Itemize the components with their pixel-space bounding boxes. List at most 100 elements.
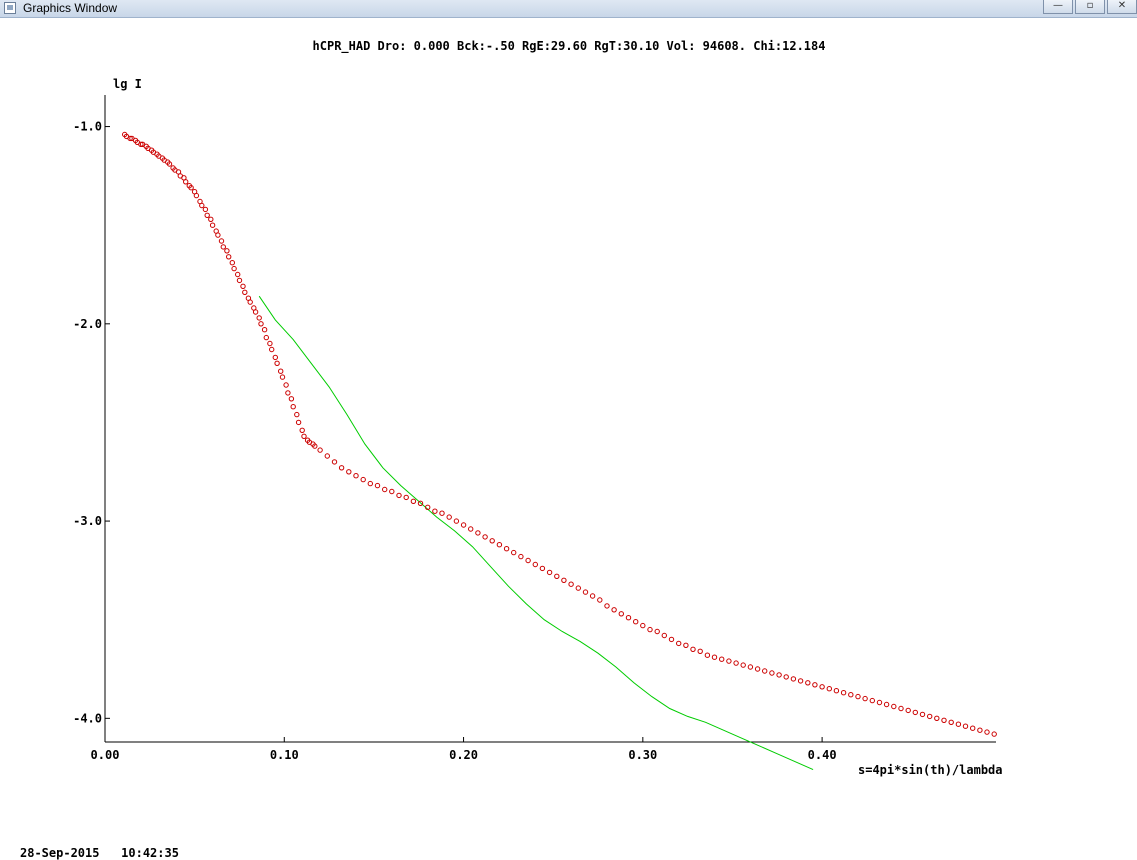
data-point [258,321,264,327]
data-point [220,244,227,250]
data-point [224,248,230,254]
data-point [697,648,703,654]
y-tick-label: -2.0 [73,317,102,331]
axis-ticks: 0.00 0.10 0.20 0.30 0.40 -1.0 -2.0 -3.0 -4.0 [73,120,836,762]
data-point [919,711,926,718]
data-point [338,465,345,471]
data-point [240,283,246,289]
data-point [425,504,431,510]
data-point [962,723,969,729]
data-point [812,682,818,688]
data-point [625,615,632,621]
data-point [783,674,789,680]
maximize-button[interactable]: ▫ [1075,0,1105,14]
data-point [267,340,273,347]
minimize-button[interactable]: — [1043,0,1073,14]
y-axis-label: lg I [113,77,142,91]
data-point [661,632,667,639]
data-point [618,611,624,617]
data-point [726,658,732,664]
data-point [188,185,194,191]
data-point [503,546,510,552]
y-tick-label: -4.0 [73,711,102,725]
data-point [546,569,553,576]
data-point [797,678,804,684]
x-tick-label: 0.10 [270,748,299,762]
data-point [317,447,323,453]
data-point [941,717,947,723]
data-point [840,690,847,696]
data-point [855,693,861,700]
data-point [138,141,144,148]
data-point [360,476,366,483]
data-point [301,433,307,439]
data-point [215,232,221,238]
timestamp: 28-Sep-2015 10:42:35 [20,846,179,860]
data-point [199,202,205,209]
data-point [283,382,289,388]
x-tick-label: 0.00 [91,748,120,762]
data-point [236,277,243,284]
data-point [511,549,517,556]
data-point [324,453,330,459]
data-point [288,396,295,402]
data-point [647,626,653,633]
data-point [183,179,189,185]
data-point [582,589,589,595]
data-point [848,692,854,698]
x-tick-label: 0.40 [808,748,837,762]
chart-title: hCPR_HAD Dro: 0.000 Bck:-.50 RgE:29.60 R… [313,39,826,54]
data-point [231,265,237,272]
data-point [568,581,574,587]
data-point [862,695,868,702]
data-point [226,254,232,260]
app-window-icon [4,2,16,14]
data-point [805,680,811,686]
data-point [432,508,438,514]
x-tick-label: 0.20 [449,748,478,762]
data-point [762,668,768,674]
y-tick-label: -3.0 [73,514,102,528]
data-point [166,161,173,167]
data-point [261,327,268,333]
data-point [668,636,675,643]
data-point [589,593,596,599]
data-point [977,727,983,733]
data-point [382,486,388,493]
data-point [833,688,840,694]
data-point [984,729,990,735]
data-point [554,573,560,579]
window-titlebar[interactable]: Graphics Window — ▫ ✕ [0,0,1137,18]
data-point [127,135,133,142]
data-point [389,488,395,495]
data-point [331,459,338,465]
data-point [439,510,445,516]
data-point [482,534,488,540]
data-point [776,672,782,678]
data-point [826,686,832,692]
data-point [991,731,997,737]
window-title: Graphics Window [23,1,118,15]
data-point [704,652,711,658]
y-tick-label: -1.0 [73,120,102,134]
data-point [604,603,610,609]
data-point [256,315,262,321]
data-point [269,346,275,353]
close-button[interactable]: ✕ [1107,0,1137,14]
data-point [460,522,467,528]
data-point [295,419,302,426]
experimental-data-layer [122,131,997,737]
x-axis-label: s=4pi*sin(th)/lambda [858,763,1003,777]
data-point [518,553,524,560]
data-point [754,666,761,672]
data-point [290,404,296,410]
data-point [229,260,236,266]
data-point [733,660,739,666]
data-point [927,713,933,720]
data-point [285,390,291,396]
data-point [468,526,474,532]
data-point [208,216,214,223]
data-point [561,577,567,583]
data-point [891,703,897,710]
data-point [676,640,682,647]
